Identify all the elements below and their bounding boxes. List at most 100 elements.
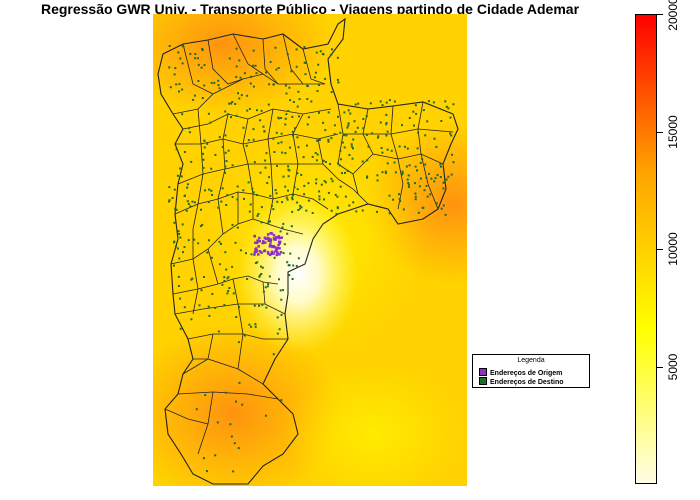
map-panel[interactable] — [153, 14, 467, 486]
destination-point — [281, 201, 283, 204]
destination-point — [174, 207, 177, 210]
destination-point — [275, 131, 278, 134]
destination-point — [284, 185, 287, 188]
destination-point — [303, 46, 306, 48]
destination-point — [220, 200, 223, 203]
destination-point — [318, 198, 321, 201]
destination-point — [292, 134, 294, 137]
origin-point — [276, 246, 279, 250]
destination-point — [399, 200, 402, 203]
destination-point — [284, 123, 287, 126]
destination-point — [243, 72, 246, 75]
destination-point — [334, 193, 337, 196]
destination-point — [192, 98, 195, 101]
destination-point — [401, 124, 403, 127]
origin-point — [272, 234, 276, 237]
color-scale-tick-mark — [657, 249, 663, 250]
destination-point — [191, 200, 194, 203]
destination-point — [414, 195, 417, 198]
destination-point — [206, 251, 209, 254]
destination-point — [197, 57, 199, 60]
destination-point — [287, 175, 290, 178]
destination-point — [417, 211, 420, 214]
origin-point — [268, 253, 272, 257]
destination-point — [336, 78, 339, 81]
destination-point — [188, 131, 191, 134]
destination-point — [336, 56, 339, 59]
destination-point — [243, 334, 246, 337]
destination-point — [252, 49, 255, 52]
destination-point — [200, 208, 202, 211]
destination-point — [227, 113, 230, 116]
destination-point — [277, 67, 280, 69]
destination-point — [435, 145, 438, 148]
destination-point — [173, 241, 175, 244]
destination-point — [211, 193, 214, 196]
destination-point — [315, 159, 318, 162]
destination-point — [224, 251, 227, 254]
destination-point — [440, 120, 443, 122]
destination-point — [291, 210, 294, 213]
destination-point — [221, 187, 224, 190]
origin-point — [269, 232, 272, 235]
destination-point — [418, 185, 421, 188]
destination-point — [422, 109, 425, 112]
destination-point — [330, 137, 333, 140]
destination-point — [234, 103, 237, 105]
origin-point — [273, 246, 277, 249]
destination-point — [267, 103, 270, 106]
destination-point — [318, 190, 321, 193]
origin-point — [279, 251, 283, 254]
destination-point — [246, 94, 249, 97]
destination-point — [224, 110, 227, 113]
destination-point — [203, 84, 206, 87]
destination-point — [330, 53, 333, 56]
destination-point — [168, 200, 170, 203]
destination-point — [401, 172, 404, 174]
destination-point — [292, 264, 295, 267]
destination-point — [187, 202, 190, 205]
destination-point — [445, 105, 448, 108]
destination-point — [238, 306, 240, 309]
destination-point — [355, 210, 358, 213]
destination-point — [292, 193, 294, 196]
destination-point — [219, 243, 222, 245]
destination-point — [286, 232, 289, 235]
origin-point — [278, 236, 281, 240]
destination-point — [307, 116, 310, 119]
destination-point — [419, 161, 422, 164]
destination-point — [234, 241, 237, 244]
legend-item-origin: Endereços de Origem — [479, 368, 562, 378]
destination-point — [315, 178, 318, 181]
destination-point — [327, 111, 330, 114]
destination-point — [242, 189, 245, 192]
destination-point — [169, 86, 172, 89]
destination-point — [407, 185, 410, 188]
destination-point — [284, 84, 287, 87]
destination-point — [181, 223, 184, 226]
destination-point — [426, 195, 429, 198]
destination-point — [179, 297, 182, 300]
destination-point — [316, 139, 319, 142]
destination-point — [265, 152, 268, 155]
origin-points — [253, 232, 283, 257]
map-canvas[interactable] — [153, 14, 467, 486]
origin-point — [266, 233, 270, 236]
destination-point — [237, 447, 240, 450]
destination-point — [272, 83, 275, 86]
destination-point — [218, 240, 221, 243]
destination-point — [201, 49, 204, 52]
destination-point — [242, 126, 245, 129]
destination-point — [339, 149, 342, 152]
destination-point — [179, 57, 182, 60]
destination-point — [224, 134, 227, 137]
destination-point — [337, 81, 340, 84]
destination-point — [285, 92, 288, 95]
destination-point — [365, 115, 368, 118]
destination-point — [201, 223, 204, 226]
destination-point — [231, 164, 234, 167]
origin-point — [258, 250, 262, 253]
destination-point — [272, 353, 275, 356]
destination-point — [413, 124, 415, 127]
origin-point — [263, 249, 266, 253]
